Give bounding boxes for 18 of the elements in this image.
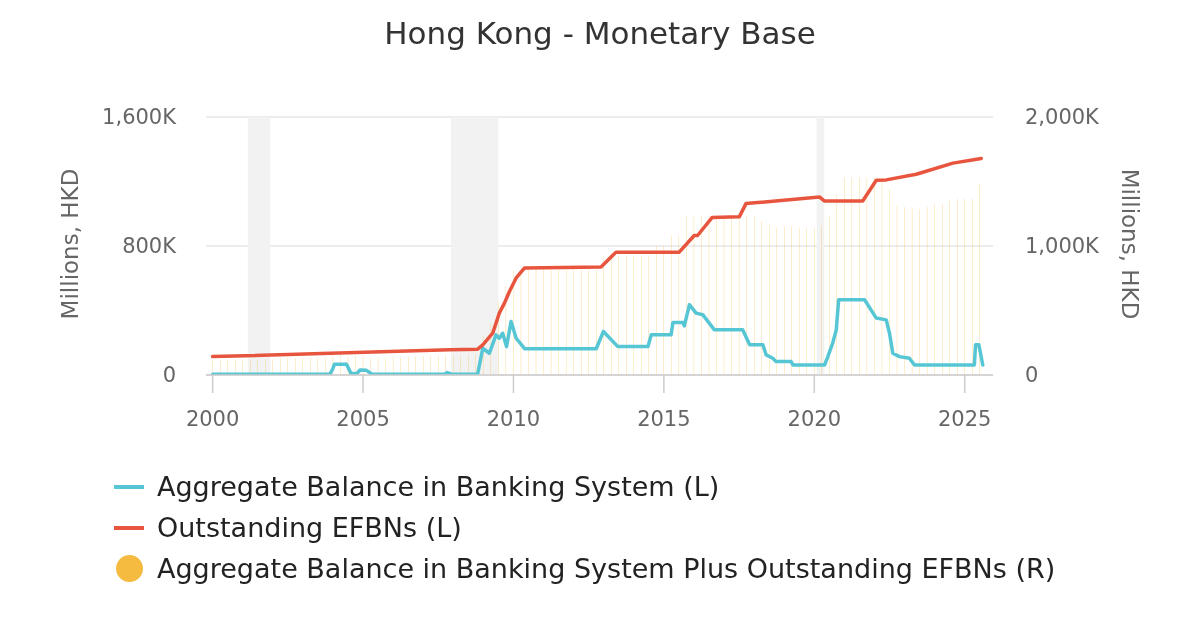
y-tick-label: 800K (122, 234, 178, 259)
x-tick-label: 2005 (336, 406, 390, 431)
y-tick-label: 1,600K (102, 105, 178, 130)
y2-axis-title: Millions, HKD (1117, 168, 1143, 320)
y-axis-title: Millions, HKD (57, 168, 83, 320)
y2-tick-label: 1,000K (1025, 234, 1101, 259)
legend-label: Aggregate Balance in Banking System Plus Outstanding EFBNs (R) (157, 553, 1056, 584)
x-tick-label: 2000 (185, 406, 240, 431)
y2-tick-label: 0 (1025, 363, 1039, 388)
y2-tick-label: 2,000K (1025, 105, 1101, 130)
x-tick-label: 2025 (937, 406, 992, 431)
legend-label: Outstanding EFBNs (L) (157, 512, 462, 543)
y-tick-label: 0 (162, 363, 176, 388)
x-tick-label: 2015 (637, 406, 691, 431)
legend-label: Aggregate Balance in Banking System (L) (157, 471, 720, 502)
x-tick-label: 2020 (787, 406, 842, 431)
x-tick-label: 2010 (486, 406, 541, 431)
chart-title: Hong Kong - Monetary Base (383, 14, 817, 53)
